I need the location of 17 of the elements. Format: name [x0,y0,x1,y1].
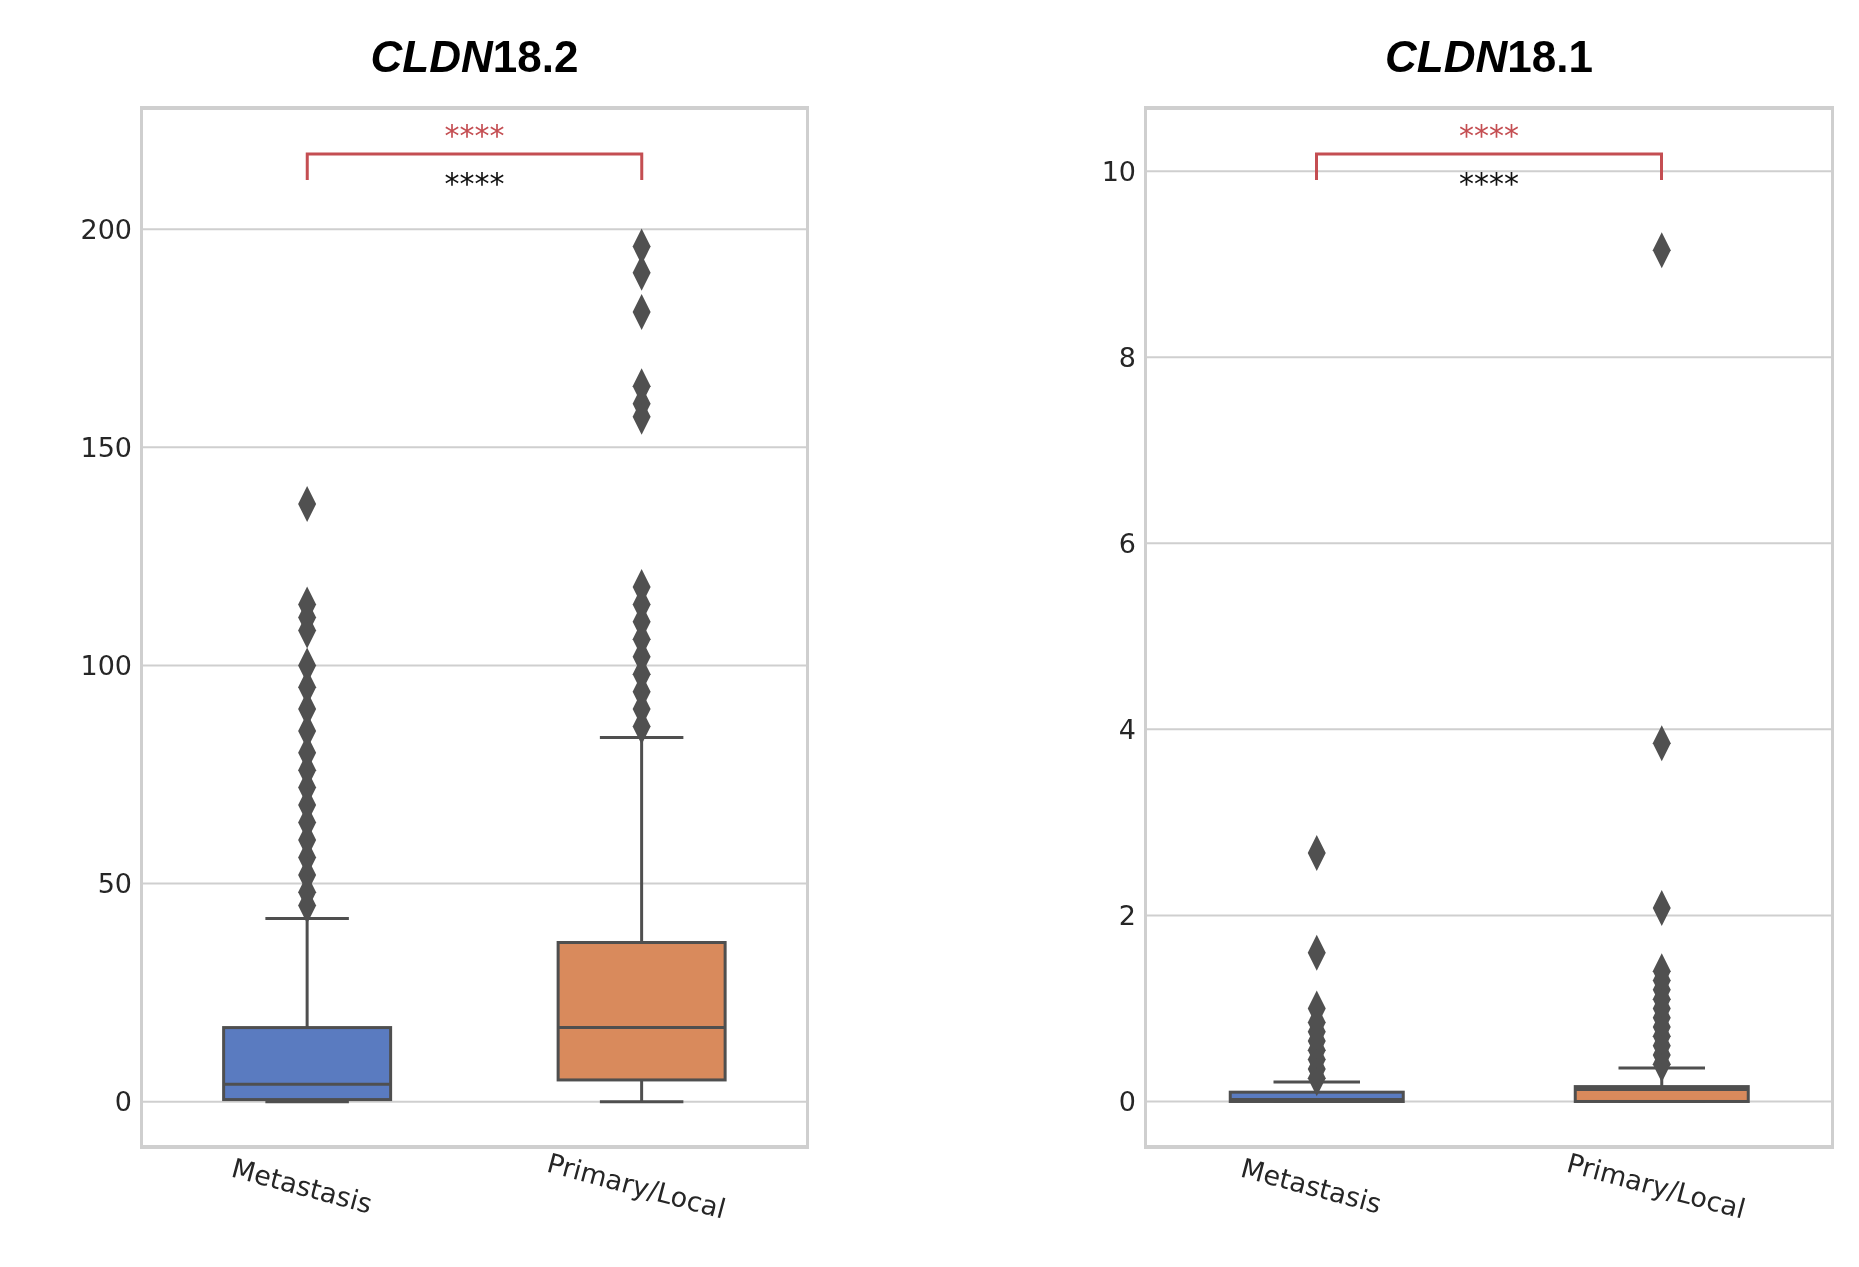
y-tick-label: 100 [80,650,132,682]
y-tick-label: 4 [1118,713,1136,745]
chart-title: CLDN18.2 [370,32,579,81]
y-tick-label: 150 [80,431,132,463]
y-tick-label: 0 [114,1086,132,1118]
annotation: **** [1459,166,1519,201]
y-tick-label: 8 [1118,341,1136,373]
chart-title: CLDN18.1 [1385,32,1593,81]
y-tick-label: 10 [1101,155,1136,187]
y-tick-label: 0 [1118,1086,1136,1118]
y-tick-label: 50 [97,868,132,900]
annotation: **** [444,118,505,153]
annotation: **** [1459,118,1519,153]
y-tick-label: 200 [80,213,132,245]
annotation: **** [444,166,505,201]
y-tick-label: 2 [1118,900,1136,932]
y-tick-label: 6 [1118,527,1136,559]
